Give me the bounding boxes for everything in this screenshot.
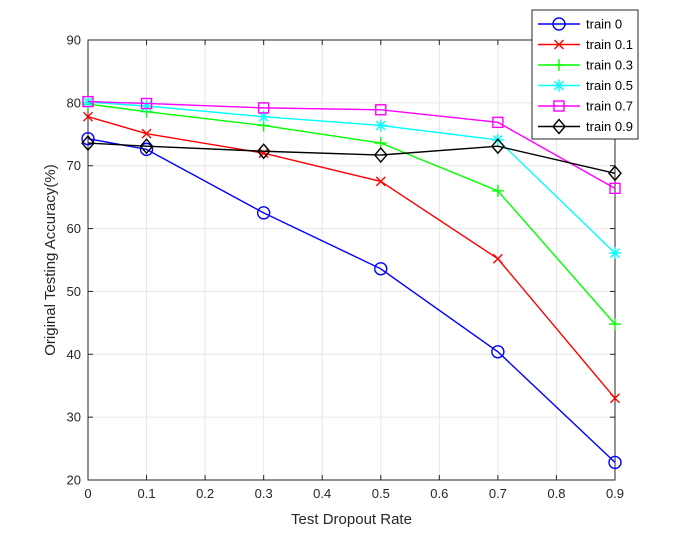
axis-ticks: 0 0.1 0.2 0.3 0.4 0.5 0.6 0.7 0.8 0.9 20 30 40 50 60 70…	[67, 33, 625, 502]
circle-marker	[552, 17, 566, 31]
legend-item: train 0.1	[538, 37, 633, 52]
legend-label: train 0.9	[586, 119, 633, 134]
series-train-0-1	[83, 111, 620, 404]
plus-marker	[609, 318, 621, 331]
series-layer	[81, 95, 622, 470]
series-line	[87, 137, 616, 463]
star-marker	[257, 110, 270, 123]
series-train-0	[81, 131, 622, 470]
y-tick-label: 20	[67, 473, 81, 488]
legend-item: train 0.3	[538, 58, 633, 73]
x-tick-label: 0.8	[547, 486, 565, 501]
square-marker	[375, 104, 387, 116]
legend-item: train 0.5	[538, 78, 633, 93]
x-tick-label: 0.7	[489, 486, 507, 501]
legend-label: train 0.1	[586, 37, 633, 52]
legend: train 0 train 0.1 train 0.3 train 0.5 train …	[531, 9, 639, 140]
y-tick-label: 80	[67, 95, 81, 110]
x-tick-label: 0.1	[138, 486, 156, 501]
x-tick-label: 0.5	[372, 486, 390, 501]
legend-label: train 0.7	[586, 99, 633, 114]
diamond-marker	[81, 135, 95, 152]
star-marker	[374, 119, 387, 132]
plus-marker	[553, 59, 565, 71]
legend-item: train 0	[538, 17, 622, 32]
star-marker	[140, 100, 153, 112]
circle-marker	[608, 455, 622, 470]
x-marker	[258, 148, 269, 159]
x-tick-label: 0.6	[430, 486, 448, 501]
x-marker	[610, 393, 620, 404]
x-tick-label: 0.2	[196, 486, 214, 501]
series-line	[87, 101, 616, 254]
series-line	[87, 100, 616, 189]
x-marker	[554, 39, 564, 50]
square-marker	[609, 182, 621, 195]
diamond-marker	[373, 146, 388, 164]
y-tick-label: 70	[67, 158, 81, 173]
x-tick-label: 0.3	[255, 486, 273, 501]
legend-item: train 0.9	[538, 118, 633, 135]
series-line	[87, 142, 616, 174]
legend-label: train 0	[586, 17, 622, 32]
series-train-0-9	[81, 135, 622, 182]
square-marker	[553, 100, 565, 112]
x-tick-label: 0.9	[606, 486, 624, 501]
circle-marker	[256, 206, 271, 220]
circle-marker	[139, 142, 154, 157]
plot-frame	[87, 39, 616, 481]
square-marker	[82, 95, 94, 108]
diamond-marker	[139, 138, 154, 155]
y-axis-label: Original Testing Accuracy(%)	[42, 164, 59, 355]
circle-marker	[491, 345, 505, 359]
square-marker	[492, 116, 504, 129]
x-tick-label: 0.4	[313, 486, 331, 501]
x-tick-label: 0	[84, 486, 91, 501]
circle-marker	[374, 262, 388, 276]
y-tick-label: 50	[67, 284, 81, 299]
circle-marker	[81, 131, 95, 146]
y-tick-label: 90	[67, 33, 81, 48]
x-marker	[141, 128, 152, 139]
y-tick-label: 40	[67, 347, 81, 362]
series-line	[87, 103, 616, 325]
series-line	[87, 116, 616, 399]
plus-marker	[491, 184, 504, 197]
legend-item: train 0.7	[538, 99, 633, 114]
star-marker	[609, 247, 621, 260]
legend-box	[531, 9, 639, 140]
series-train-0-5	[82, 96, 621, 260]
x-marker	[375, 176, 386, 187]
star-marker	[553, 79, 565, 92]
y-tick-label: 60	[67, 221, 81, 236]
x-marker	[492, 253, 503, 264]
diamond-marker	[490, 138, 505, 155]
x-marker	[83, 111, 93, 122]
series-train-0-7	[82, 95, 621, 195]
square-marker	[140, 97, 153, 110]
x-axis-label: Test Dropout Rate	[291, 511, 412, 528]
legend-label: train 0.5	[586, 78, 633, 93]
diamond-marker	[608, 165, 622, 182]
y-tick-label: 30	[67, 410, 81, 425]
diamond-marker	[552, 118, 566, 135]
square-marker	[257, 102, 270, 114]
legend-label: train 0.3	[586, 58, 633, 73]
diamond-marker	[256, 143, 271, 160]
